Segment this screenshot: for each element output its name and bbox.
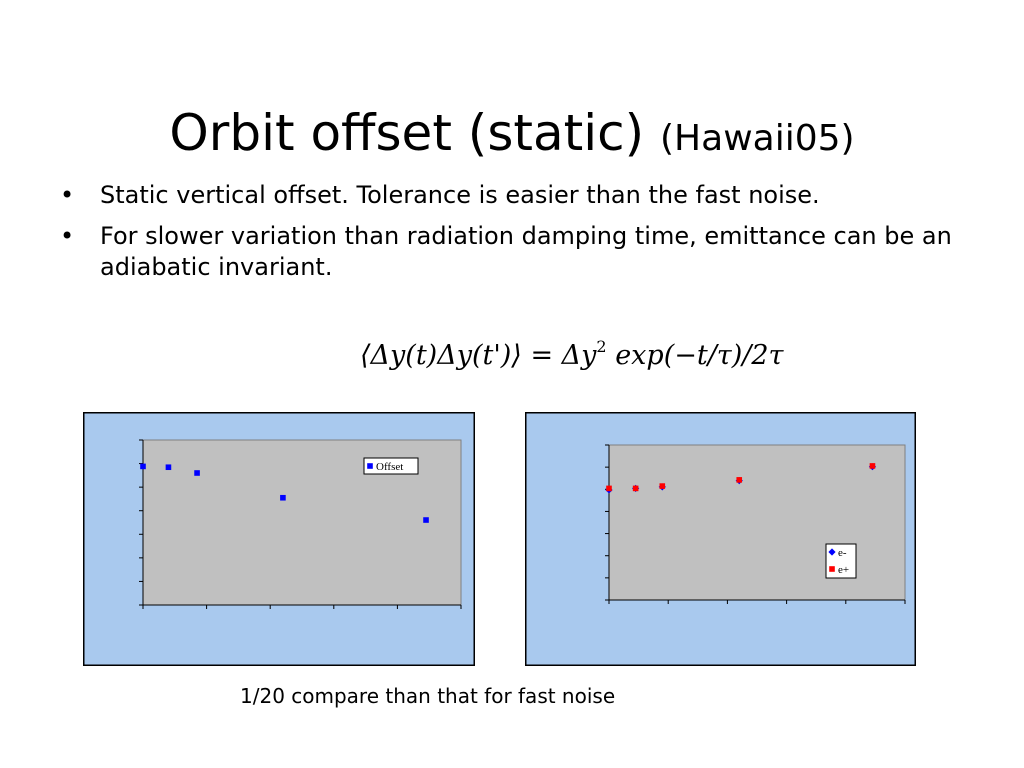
legend-label: Offset <box>376 461 403 473</box>
beam-offset-chart: e-e+ <box>525 412 916 666</box>
title-main: Orbit offset (static) <box>169 104 645 162</box>
data-point <box>736 477 743 483</box>
legend-marker <box>828 548 836 556</box>
data-point <box>194 470 200 476</box>
bullet-item: • For slower variation than radiation dam… <box>60 221 960 283</box>
legend-box <box>363 457 419 475</box>
bullet-text: Static vertical offset. Tolerance is eas… <box>100 181 820 209</box>
bullet-text: For slower variation than radiation damp… <box>100 222 952 281</box>
slide-title: Orbit offset (static) (Hawaii05) <box>0 100 1024 172</box>
data-point <box>140 463 146 470</box>
formula-lhs: ⟨Δy(t)Δy(t')⟩ <box>360 340 522 371</box>
data-point <box>165 464 172 471</box>
bullet-dot-icon: • <box>60 222 75 250</box>
bullet-list: • Static vertical offset. Tolerance is ea… <box>60 180 960 293</box>
data-point <box>606 485 612 492</box>
bullet-item: • Static vertical offset. Tolerance is ea… <box>60 180 960 211</box>
data-point <box>632 485 639 492</box>
offset-chart: Offset <box>83 412 475 666</box>
formula-power: 2 <box>596 337 607 356</box>
data-point <box>659 483 666 489</box>
legend-label: e+ <box>838 564 849 576</box>
data-point <box>869 463 876 469</box>
data-point <box>280 494 286 501</box>
legend-label: e- <box>838 547 847 559</box>
legend-marker <box>829 566 835 572</box>
legend-marker <box>367 463 373 469</box>
formula-delta-y: Δy <box>561 340 597 371</box>
formula-rest: exp(−t/τ)/2τ <box>615 340 784 371</box>
formula-equals: = <box>530 340 554 371</box>
title-suffix: (Hawaii05) <box>660 118 855 159</box>
bullet-dot-icon: • <box>60 181 75 209</box>
data-point <box>423 517 429 523</box>
correlation-formula: ⟨Δy(t)Δy(t')⟩ = Δy2 exp(−t/τ)/2τ <box>360 322 800 372</box>
slide-caption: 1/20 compare than that for fast noise <box>240 684 616 708</box>
plot-area <box>608 444 906 601</box>
